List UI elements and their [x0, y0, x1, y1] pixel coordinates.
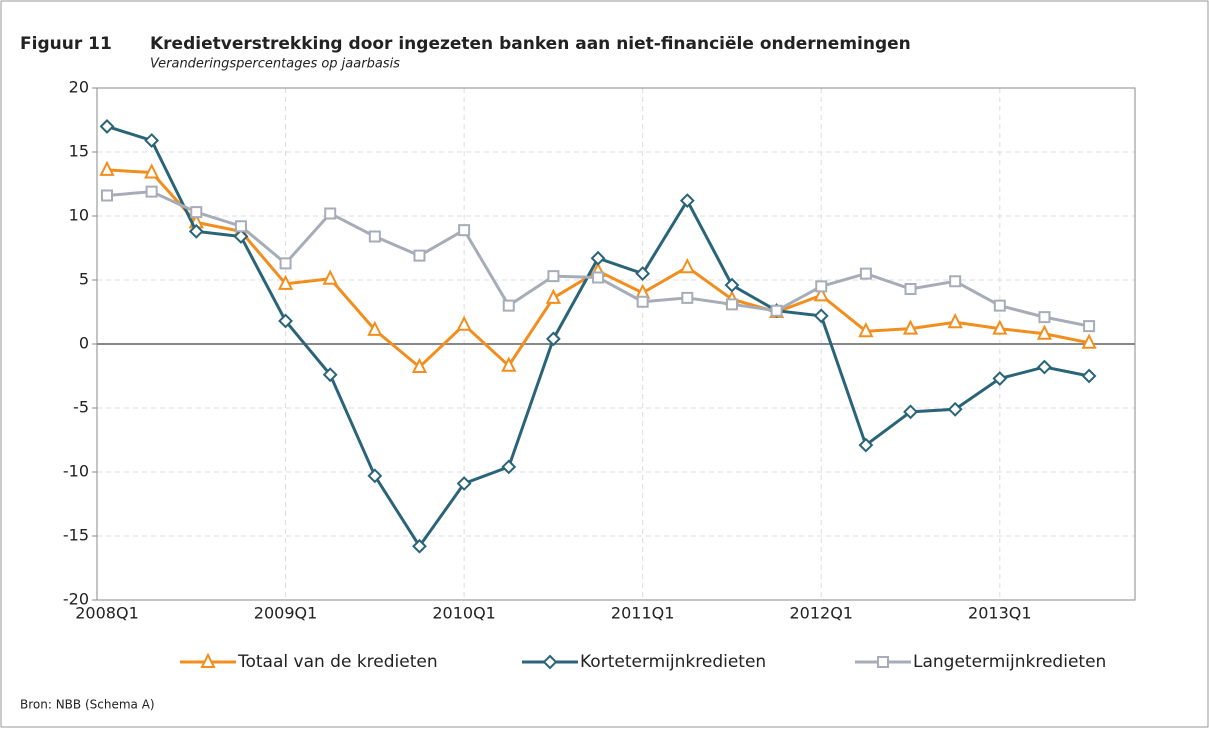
marker — [904, 282, 917, 295]
marker — [858, 437, 874, 453]
marker — [101, 189, 113, 202]
marker — [1038, 311, 1051, 324]
x-tick-label: 2012Q1 — [789, 604, 853, 623]
marker — [200, 652, 216, 668]
figure-label: Figuur 11 — [20, 34, 112, 54]
line — [106, 124, 1090, 549]
marker — [412, 538, 427, 554]
marker — [233, 229, 249, 244]
y-tick-label: -15 — [63, 526, 89, 545]
marker — [635, 266, 651, 282]
marker — [188, 223, 204, 239]
marker — [502, 299, 515, 312]
marker — [322, 269, 338, 285]
marker — [877, 656, 889, 668]
x-tick-label: 2008Q1 — [75, 604, 139, 623]
marker — [545, 331, 561, 347]
marker — [234, 220, 247, 233]
marker — [458, 224, 471, 237]
marker — [1081, 368, 1097, 384]
marker — [902, 319, 919, 335]
marker — [99, 118, 115, 134]
marker — [681, 291, 694, 304]
marker — [145, 185, 158, 198]
marker — [815, 280, 828, 293]
legend-label: Totaal van de kredieten — [237, 652, 438, 672]
marker — [724, 277, 740, 293]
marker — [411, 357, 428, 374]
marker — [813, 308, 829, 324]
marker — [144, 133, 160, 148]
marker — [542, 654, 558, 670]
marker — [679, 193, 695, 209]
marker — [278, 313, 293, 329]
y-tick-label: 0 — [79, 334, 89, 353]
marker — [992, 319, 1008, 335]
marker — [456, 315, 472, 331]
y-tick-label: 10 — [69, 206, 89, 225]
y-tick-label: 20 — [69, 78, 89, 97]
marker — [1083, 320, 1096, 333]
marker — [545, 288, 562, 304]
marker — [947, 313, 963, 329]
marker — [590, 250, 606, 266]
chart-title: Kredietverstrekking door ingezeten banke… — [150, 34, 911, 54]
y-tick-label: -5 — [73, 398, 89, 417]
marker — [547, 270, 560, 283]
y-tick-label: 15 — [69, 142, 89, 161]
y-tick-label: 5 — [79, 270, 89, 289]
marker — [367, 320, 383, 336]
x-tick-label: 2013Q1 — [968, 604, 1032, 623]
marker — [903, 404, 918, 420]
legend-label: Kortetermijnkredieten — [580, 652, 766, 672]
marker — [992, 371, 1008, 386]
marker — [679, 257, 695, 274]
marker — [949, 275, 962, 288]
marker — [324, 207, 337, 220]
x-tick-label: 2010Q1 — [432, 604, 496, 623]
marker — [277, 274, 294, 290]
marker — [368, 230, 381, 243]
marker — [1036, 324, 1053, 340]
marker — [592, 271, 605, 284]
chart-subtitle: Veranderingspercentages op jaarbasis — [150, 57, 400, 72]
marker — [813, 286, 829, 302]
marker — [636, 295, 649, 308]
marker — [993, 299, 1006, 312]
marker — [413, 249, 426, 262]
marker — [99, 160, 115, 176]
marker — [1037, 359, 1052, 375]
marker — [190, 206, 203, 219]
marker — [456, 476, 472, 491]
marker — [858, 321, 874, 338]
legend-label: Langetermijnkredieten — [913, 652, 1106, 672]
marker — [725, 298, 738, 311]
marker — [859, 267, 872, 280]
marker — [501, 356, 517, 372]
x-tick-label: 2011Q1 — [611, 604, 675, 623]
x-tick-label: 2009Q1 — [254, 604, 318, 623]
y-tick-label: -10 — [63, 462, 89, 481]
marker — [367, 468, 383, 484]
marker — [947, 401, 963, 417]
marker — [279, 257, 292, 270]
marker — [1081, 333, 1097, 349]
source: Bron: NBB (Schema A) — [20, 698, 155, 712]
y-tick-label: -20 — [63, 590, 89, 609]
marker — [770, 304, 783, 317]
marker — [501, 459, 517, 475]
marker — [322, 367, 338, 383]
marker — [144, 163, 160, 179]
